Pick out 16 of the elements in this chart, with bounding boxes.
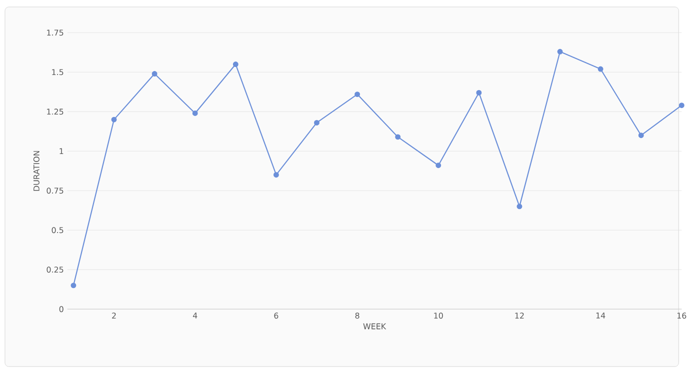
point [314,120,320,126]
point [638,132,644,138]
point [232,62,238,68]
point [678,102,684,108]
point [516,204,522,210]
point [395,134,401,140]
point [192,110,198,116]
point [557,49,563,55]
point [70,282,76,288]
point [436,162,442,168]
point [273,172,279,178]
point [598,66,604,72]
point [476,90,482,96]
point [152,71,158,77]
point [354,92,360,98]
point [111,117,117,123]
